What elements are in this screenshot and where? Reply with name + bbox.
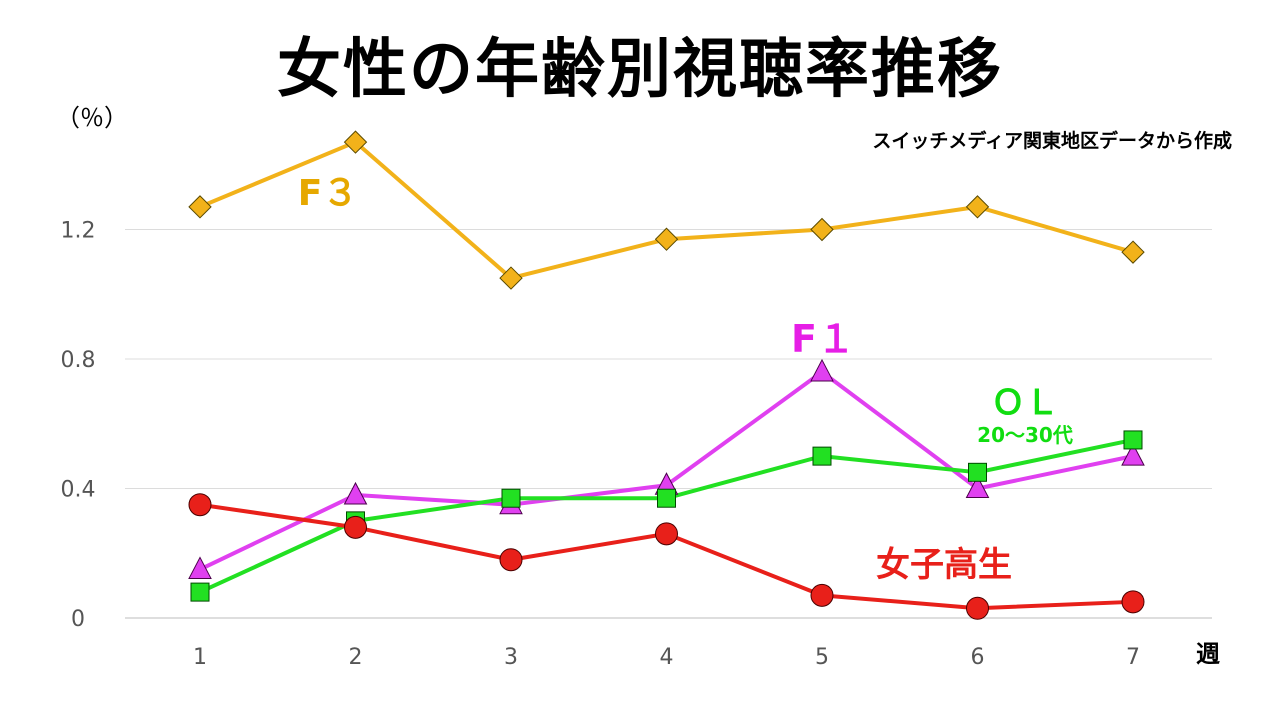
x-tick-label: 6 — [971, 645, 985, 670]
data-point-circle — [188, 493, 212, 517]
series-label: F１ — [791, 317, 855, 361]
y-axis-unit-label: （％） — [56, 104, 128, 132]
data-point-square — [812, 446, 832, 466]
data-point-diamond — [1121, 240, 1145, 264]
data-point-circle — [1121, 590, 1145, 614]
x-tick-label: 2 — [349, 645, 363, 670]
data-point-square — [1123, 430, 1143, 450]
data-point-square — [657, 488, 676, 508]
data-point-triangle — [810, 358, 834, 382]
data-point-triangle — [343, 481, 368, 505]
data-point-circle — [655, 522, 678, 546]
x-axis-label: 週 — [1196, 640, 1220, 668]
x-tick-label: 7 — [1126, 645, 1140, 670]
data-point-circle — [344, 515, 367, 539]
y-tick-label: 1.2 — [61, 219, 96, 244]
data-point-circle — [966, 596, 989, 620]
data-point-triangle — [1121, 443, 1145, 466]
data-point-circle — [499, 548, 523, 572]
data-point-square — [190, 582, 210, 602]
series-label: 女子高生 — [876, 545, 1012, 585]
data-point-diamond — [965, 195, 990, 219]
data-point-diamond — [188, 195, 212, 219]
y-tick-label: 0 — [71, 607, 85, 632]
data-point-triangle — [188, 556, 212, 579]
x-tick-label: 1 — [193, 645, 207, 670]
x-tick-label: 4 — [660, 645, 674, 670]
data-point-triangle — [965, 475, 990, 498]
chart-title: 女性の年齢別視聴率推移 — [277, 33, 1003, 107]
data-point-diamond — [810, 217, 834, 242]
series-label: F３ — [298, 173, 359, 214]
x-tick-label: 3 — [504, 645, 518, 670]
data-point-diamond — [343, 130, 368, 154]
y-tick-label: 0.8 — [61, 348, 96, 373]
data-point-square — [968, 462, 987, 482]
series-label: ＯＬ — [991, 383, 1059, 423]
data-point-diamond — [654, 227, 679, 251]
source-note: スイッチメディア関東地区データから作成 — [872, 130, 1232, 152]
x-tick-label: 5 — [815, 645, 829, 670]
series-sublabel: 20～30代 — [977, 423, 1073, 447]
data-point-circle — [810, 583, 834, 607]
y-tick-label: 0.4 — [61, 478, 96, 503]
data-point-square — [501, 488, 521, 508]
data-point-diamond — [499, 266, 523, 290]
